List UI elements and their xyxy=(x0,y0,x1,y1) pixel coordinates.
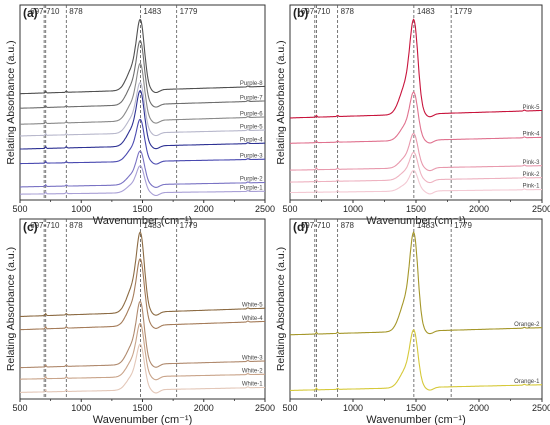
series-line-pink-3 xyxy=(289,132,542,172)
series-line-white-1 xyxy=(20,343,266,394)
series-label-purple-4: Purple-4 xyxy=(240,137,263,143)
series-line-pink-5 xyxy=(290,18,542,119)
series-line-pink-1 xyxy=(290,169,542,195)
peak-label-878: 878 xyxy=(341,221,355,230)
series-line-white-4 xyxy=(20,258,266,331)
x-tick-label: 1500 xyxy=(132,403,152,413)
x-tick-label: 1000 xyxy=(343,403,363,413)
y-axis-label: Relating Absorbance (a.u.) xyxy=(275,247,287,371)
peak-label-878: 878 xyxy=(341,7,355,16)
x-tick-label: 1500 xyxy=(406,403,426,413)
peak-label-878: 878 xyxy=(69,221,83,230)
peak-label-1779: 1779 xyxy=(180,7,198,16)
series-line-white-5 xyxy=(20,231,265,318)
x-tick-label: 1000 xyxy=(71,204,91,214)
series-label-pink-2: Pink-2 xyxy=(522,172,540,178)
x-tick-label: 2000 xyxy=(194,204,214,214)
series-line-purple-3 xyxy=(20,118,265,165)
y-axis-label: Relating Absorbance (a.u.) xyxy=(5,247,17,371)
series-label-purple-7: Purple-7 xyxy=(240,95,263,101)
x-tick-label: 500 xyxy=(282,204,297,214)
x-tick-label: 2500 xyxy=(255,204,275,214)
series-line-pink-2 xyxy=(290,151,542,184)
panel-3: 697-710 878 1483 1779 White-1 White-2 White-3 W… xyxy=(5,218,275,425)
series-label-pink-5: Pink-5 xyxy=(522,105,540,111)
peak-label-697-710: 697-710 xyxy=(30,7,60,16)
x-tick-label: 2000 xyxy=(194,403,214,413)
x-tick-label: 1000 xyxy=(71,403,91,413)
panel-4: 697-710 878 1483 1779 Orange-1 Orange-2 500 100… xyxy=(275,218,550,425)
series-line-white-2 xyxy=(20,322,266,381)
series-label-white-5: White-5 xyxy=(242,303,263,309)
x-axis-label: Wavenumber (cm⁻¹) xyxy=(366,414,466,425)
series-line-orange-2 xyxy=(290,231,543,336)
series-line-purple-1 xyxy=(20,165,265,197)
x-axis-label: Wavenumber (cm⁻¹) xyxy=(93,414,193,425)
peak-label-1779: 1779 xyxy=(454,7,472,16)
panel-2: 697-710 878 1483 1779 Pink-1 Pink-2 Pink-3 Pink… xyxy=(275,4,550,227)
series-line-purple-4 xyxy=(20,89,265,150)
panel-1: 697-710 878 1483 1779 Purple-1 Purple-2 Purple… xyxy=(5,4,275,227)
x-tick-label: 2500 xyxy=(255,403,275,413)
x-tick-label: 500 xyxy=(12,403,27,413)
peak-label-878: 878 xyxy=(69,7,83,16)
series-label-pink-4: Pink-4 xyxy=(522,132,540,138)
series-line-orange-1 xyxy=(290,329,542,391)
series-label-purple-5: Purple-5 xyxy=(240,124,263,130)
series-label-purple-2: Purple-2 xyxy=(240,177,263,183)
series-line-purple-5 xyxy=(20,81,265,137)
peak-label-697-710: 697-710 xyxy=(30,221,60,230)
peak-label-1779: 1779 xyxy=(180,221,198,230)
peak-label-1483: 1483 xyxy=(143,221,161,230)
series-line-purple-7 xyxy=(19,39,265,109)
series-line-purple-2 xyxy=(20,150,265,188)
series-label-pink-3: Pink-3 xyxy=(522,160,540,166)
series-label-purple-3: Purple-3 xyxy=(240,153,263,159)
series-line-pink-4 xyxy=(290,91,542,144)
series-label-purple-8: Purple-8 xyxy=(240,81,263,87)
panel-label: (d) xyxy=(293,220,308,234)
x-axis-label: Wavenumber (cm⁻¹) xyxy=(93,215,193,227)
peak-label-1483: 1483 xyxy=(417,221,435,230)
series-label-white-1: White-1 xyxy=(242,382,263,388)
x-axis-label: Wavenumber (cm⁻¹) xyxy=(366,215,466,227)
x-tick-label: 2000 xyxy=(469,403,489,413)
x-tick-label: 2500 xyxy=(532,403,550,413)
panel-label: (a) xyxy=(23,6,38,20)
panel-label: (c) xyxy=(23,220,38,234)
panel-label: (b) xyxy=(293,6,308,20)
series-line-purple-6 xyxy=(20,62,265,125)
series-label-white-4: White-4 xyxy=(242,316,263,322)
series-label-orange-1: Orange-1 xyxy=(514,379,540,385)
series-label-pink-1: Pink-1 xyxy=(522,184,540,190)
x-tick-label: 500 xyxy=(282,403,297,413)
series-line-white-3 xyxy=(20,300,266,369)
series-label-orange-2: Orange-2 xyxy=(514,322,540,328)
series-label-white-2: White-2 xyxy=(242,368,263,374)
peak-label-697-710: 697-710 xyxy=(301,7,331,16)
y-axis-label: Relating Absorbance (a.u.) xyxy=(275,40,287,164)
peak-label-697-710: 697-710 xyxy=(301,221,331,230)
peak-label-1483: 1483 xyxy=(417,7,435,16)
x-tick-label: 1000 xyxy=(343,204,363,214)
y-axis-label: Relating Absorbance (a.u.) xyxy=(5,40,17,164)
x-tick-label: 2000 xyxy=(469,204,489,214)
series-label-white-3: White-3 xyxy=(242,355,263,361)
peak-label-1779: 1779 xyxy=(454,221,472,230)
series-line-purple-8 xyxy=(20,18,265,95)
x-tick-label: 1500 xyxy=(406,204,426,214)
x-tick-label: 500 xyxy=(12,204,27,214)
series-label-purple-1: Purple-1 xyxy=(240,185,263,191)
x-tick-label: 2500 xyxy=(532,204,550,214)
series-label-purple-6: Purple-6 xyxy=(240,111,263,117)
peak-label-1483: 1483 xyxy=(143,7,161,16)
x-tick-label: 1500 xyxy=(132,204,152,214)
